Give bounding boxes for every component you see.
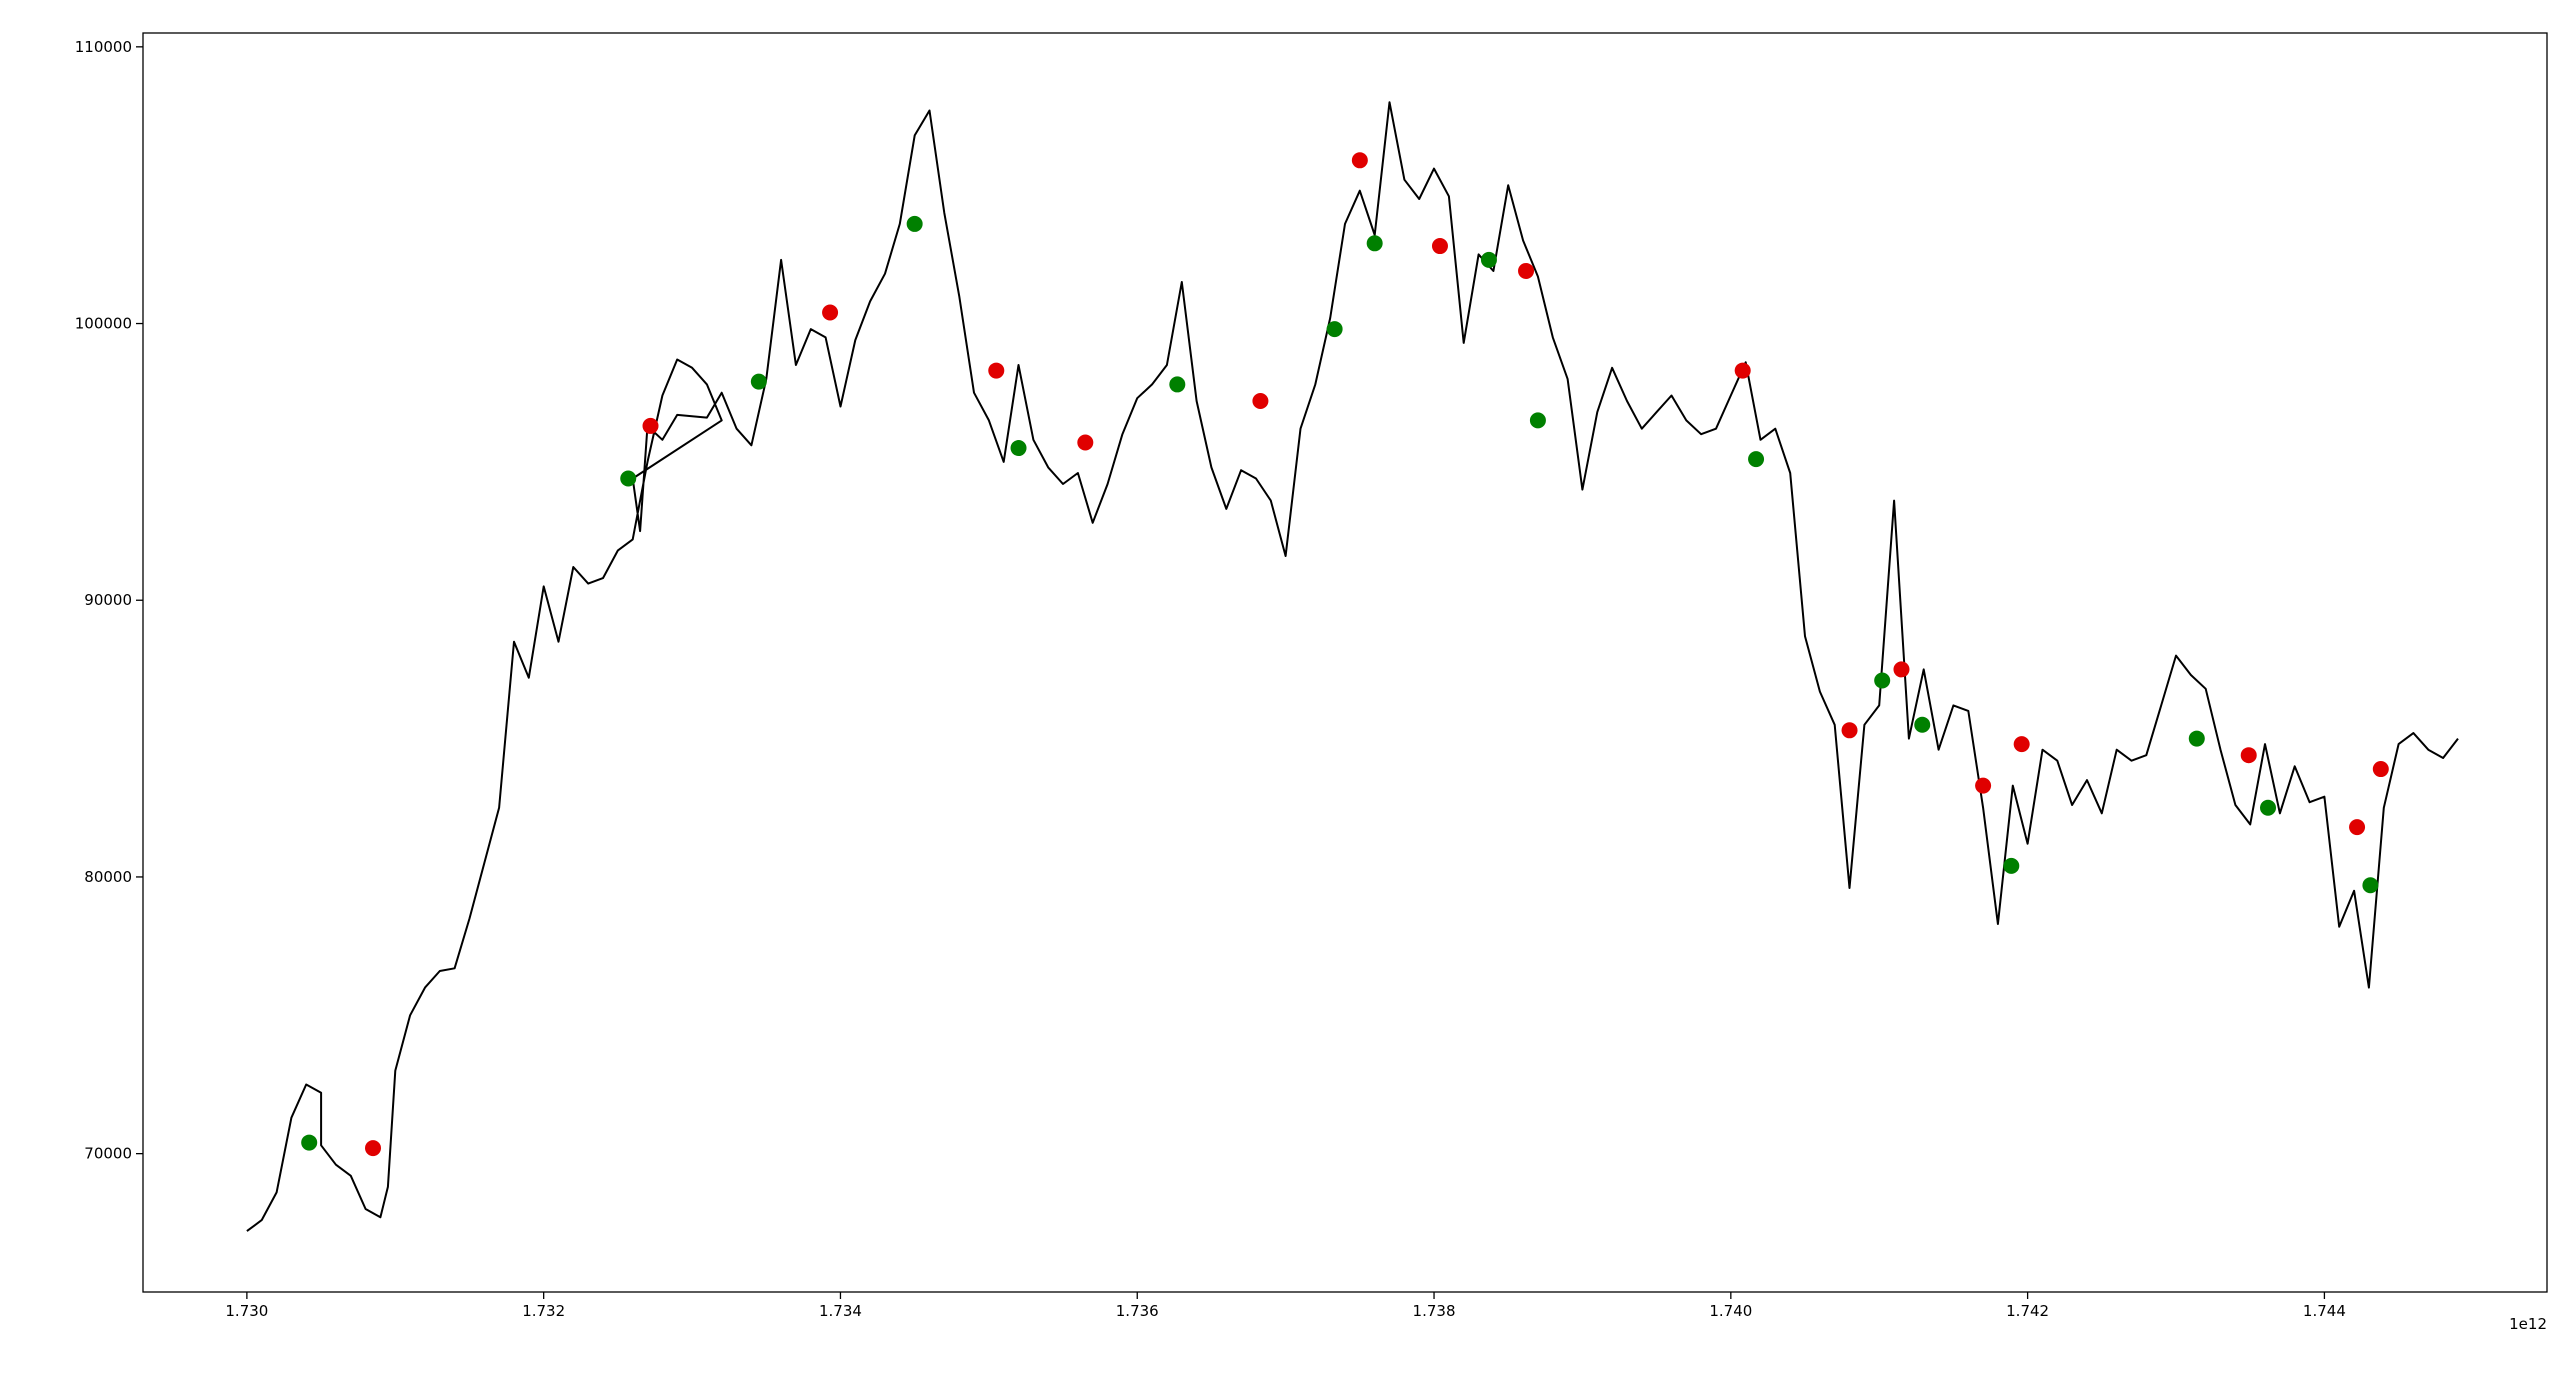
red-marker [1841,722,1858,739]
green-marker [1914,716,1931,733]
x-axis: 1.730 1.732 1.734 1.736 1.738 1.740 1.742 1.744 [225,1292,2346,1320]
y-tick-label: 90000 [84,591,132,609]
red-marker [2013,736,2030,753]
green-marker [2188,730,2205,747]
red-marker [1351,152,1368,169]
red-marker [1975,777,1992,794]
green-marker [2003,857,2020,874]
green-marker [620,470,637,487]
green-marker [1010,440,1027,457]
red-marker [822,304,839,321]
green-marker [1326,321,1343,338]
red-marker [988,362,1005,379]
green-marker [1169,376,1186,393]
red-marker [1431,238,1448,255]
red-marker [2349,819,2366,836]
y-tick-label: 80000 [84,868,132,886]
x-tick-label: 1.734 [819,1302,862,1320]
plot-area [246,101,2459,1232]
red-marker [365,1140,382,1157]
green-marker [1480,251,1497,268]
y-axis: 70000 80000 90000 100000 110000 [75,38,143,1163]
green-marker [1366,235,1383,252]
red-marker [2372,761,2389,778]
x-tick-label: 1.740 [1709,1302,1752,1320]
red-marker [642,417,659,434]
green-marker [906,215,923,232]
green-marker [301,1134,318,1151]
green-marker [1529,412,1546,429]
red-marker [2240,747,2257,764]
red-marker [1734,362,1751,379]
green-marker [750,373,767,390]
y-tick-label: 70000 [84,1145,132,1163]
y-tick-label: 110000 [75,38,132,56]
red-marker [1252,393,1269,410]
green-marker [2362,877,2379,894]
y-tick-label: 100000 [75,315,132,333]
x-tick-label: 1.736 [1116,1302,1159,1320]
axes-frame [142,32,2548,1293]
x-tick-label: 1.732 [522,1302,565,1320]
x-tick-label: 1.730 [225,1302,268,1320]
x-axis-offset-label: 1e12 [2509,1315,2547,1333]
red-marker [1077,434,1094,451]
red-marker [1518,262,1535,279]
green-marker [1874,672,1891,689]
green-marker [1748,451,1765,468]
x-tick-label: 1.744 [2303,1302,2346,1320]
x-tick-label: 1.742 [2006,1302,2049,1320]
price-line [246,101,2459,1232]
x-tick-label: 1.738 [1413,1302,1456,1320]
green-marker [2260,799,2277,816]
red-marker [1893,661,1910,678]
